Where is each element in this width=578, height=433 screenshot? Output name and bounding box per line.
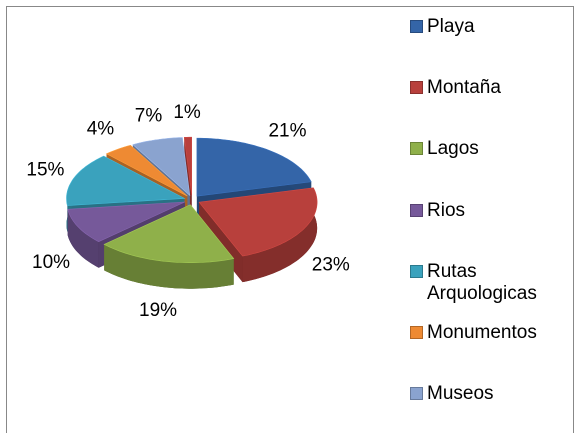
pie-slice: [198, 187, 318, 283]
legend-item: Rios: [410, 200, 577, 222]
slice-top: [183, 136, 192, 196]
legend-label: Museos: [427, 383, 494, 405]
slice-top: [67, 201, 185, 243]
data-label: 1%: [173, 102, 201, 123]
legend-label: Playa: [427, 16, 475, 37]
legend-swatch: [410, 203, 423, 217]
legend-item: Lagos: [410, 138, 577, 160]
legend-item: Playa: [410, 16, 577, 38]
slice-top: [103, 204, 235, 263]
legend-item: Rutas Arquologicas: [410, 261, 577, 305]
legend-swatch: [410, 142, 423, 156]
data-label: 10%: [32, 252, 70, 273]
data-label: 4%: [87, 119, 115, 140]
legend-swatch: [410, 81, 423, 95]
slice-top: [66, 155, 186, 206]
legend-swatch: [410, 264, 423, 278]
legend-swatch: [410, 387, 423, 401]
legend-item: Montaña: [410, 77, 577, 99]
slice-top: [132, 137, 191, 197]
slice-wall: [242, 187, 318, 283]
data-label: 15%: [26, 160, 64, 181]
legend-label: Monumentos: [427, 322, 537, 343]
data-label: 21%: [268, 120, 306, 141]
pie-slice: [103, 204, 235, 289]
legend-swatch: [410, 20, 423, 33]
legend-label: Lagos: [427, 138, 479, 160]
chart-frame: [6, 6, 574, 433]
legend-label: Montaña: [427, 77, 501, 99]
slice-wall: [104, 244, 234, 289]
slice-top: [196, 137, 312, 197]
slice-top: [105, 144, 188, 197]
legend-label: Rutas Arquologicas: [427, 260, 537, 304]
data-label: 7%: [135, 105, 163, 126]
slice-wall: [67, 209, 99, 268]
legend-swatch: [410, 326, 423, 339]
data-label: 19%: [139, 300, 177, 321]
legend-label: Rios: [427, 199, 466, 221]
legend-item: Museos: [410, 383, 577, 405]
slice-top: [198, 187, 318, 257]
data-label: 23%: [312, 255, 350, 276]
legend-item: Monumentos: [410, 322, 577, 344]
